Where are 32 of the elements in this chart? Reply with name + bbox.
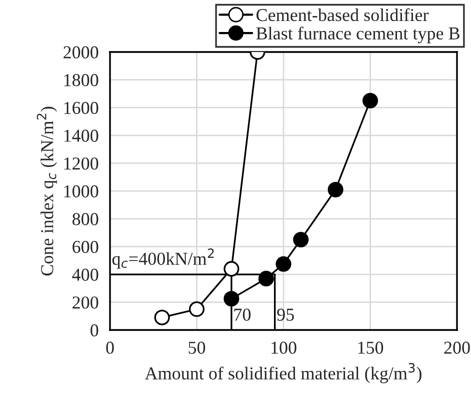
- x-tick-label: 100: [272, 342, 296, 354]
- point: [276, 256, 292, 272]
- point: [224, 261, 240, 277]
- ref-line-label: 70: [234, 308, 251, 321]
- y-tick-label: 1000: [64, 185, 98, 198]
- y-tick-label: 600: [72, 240, 98, 254]
- y-tick-label: 1600: [64, 102, 98, 114]
- x-tick-label: 50: [188, 342, 206, 354]
- y-tick-label: 1200: [64, 157, 98, 170]
- legend-label: Blast furnace cement type B: [256, 26, 460, 44]
- x-tick-label: 0: [106, 342, 114, 354]
- y-tick-label: 1800: [64, 74, 98, 86]
- y-tick-label: 0: [90, 324, 98, 336]
- ref-line-label: 95: [277, 308, 294, 321]
- point: [293, 232, 309, 248]
- y-tick-label: 400: [72, 268, 98, 281]
- point: [224, 290, 240, 307]
- y-tick-label: 1400: [64, 130, 98, 142]
- y-axis-title: Cone index q$_{c}$ (kN/m$^{2}$): [36, 106, 57, 276]
- point: [258, 270, 274, 286]
- x-axis-title: Amount of solidified material (kg/m$^{3}$): [144, 363, 422, 384]
- point: [154, 310, 170, 326]
- y-tick-label: 800: [72, 213, 98, 226]
- x-tick-label: 150: [358, 342, 384, 354]
- ref-line-label: q$_{c}$=400kN/m$^{2}$: [112, 248, 214, 269]
- x-tick-label: 200: [444, 342, 470, 354]
- legend-label: Cement-based solidifier: [256, 8, 429, 22]
- y-tick-label: 2000: [64, 46, 98, 58]
- point: [328, 182, 344, 198]
- y-tick-label: 200: [72, 296, 98, 309]
- point: [188, 301, 205, 317]
- point: [362, 92, 378, 108]
